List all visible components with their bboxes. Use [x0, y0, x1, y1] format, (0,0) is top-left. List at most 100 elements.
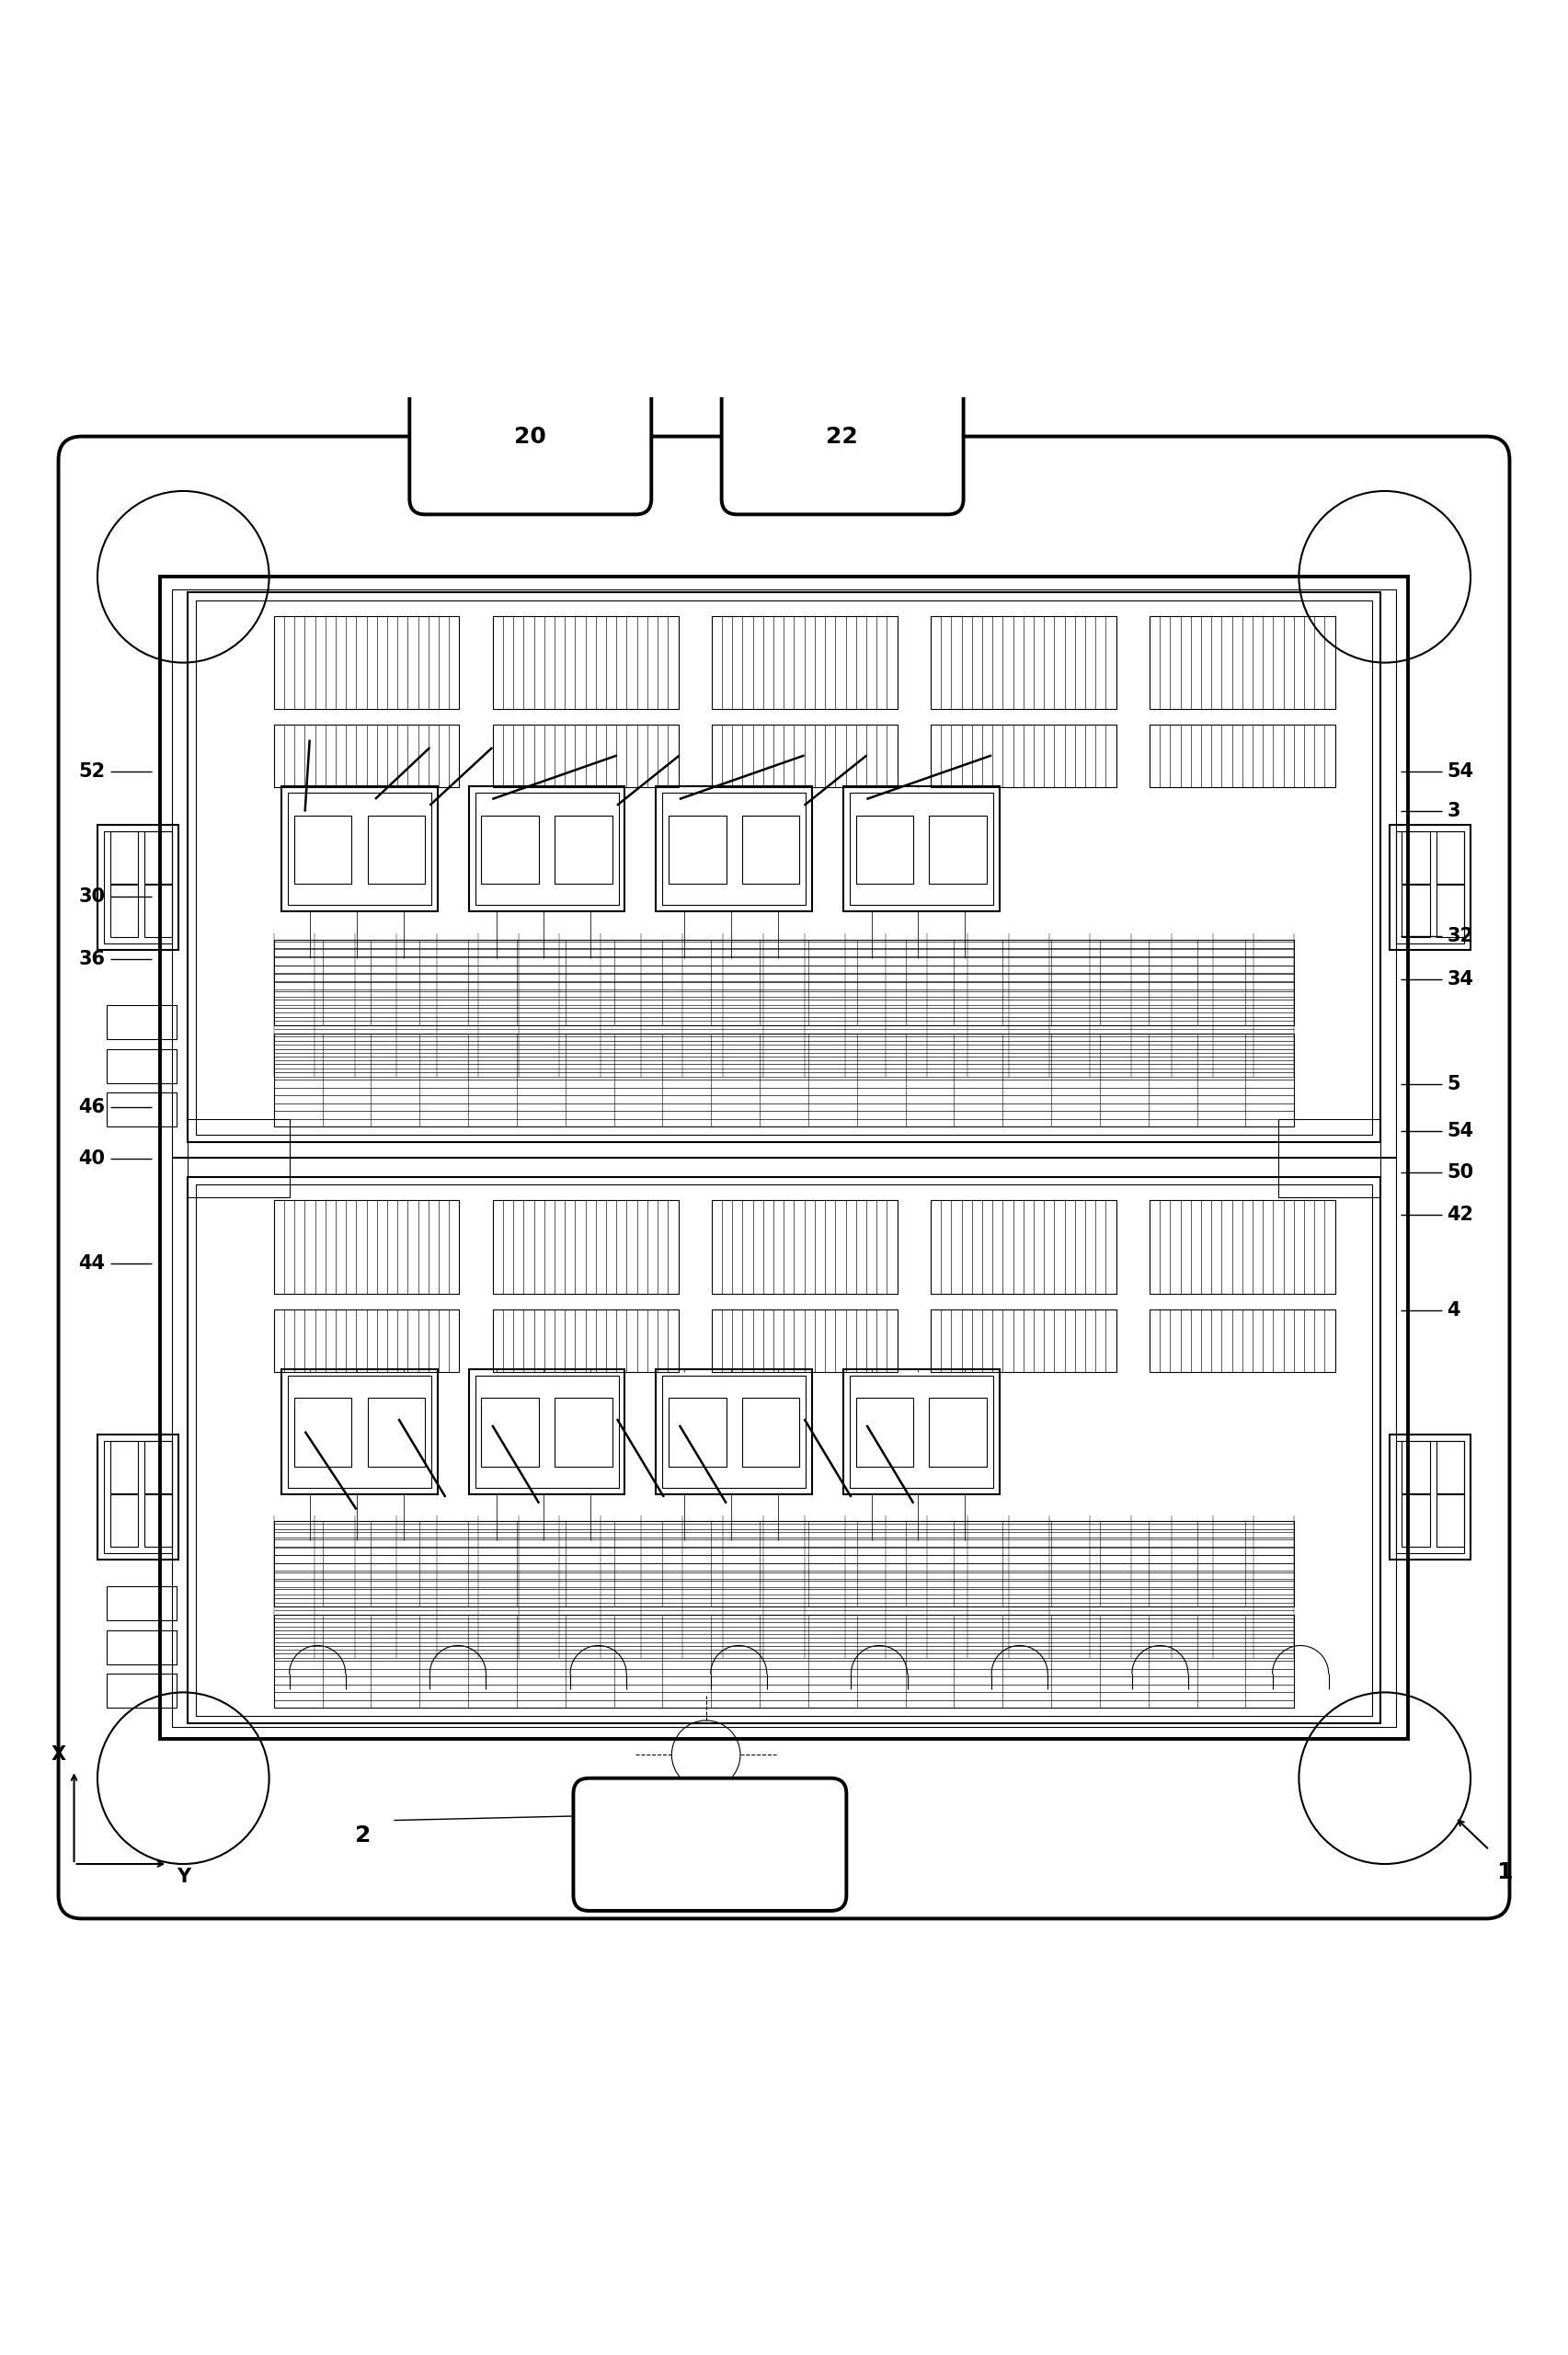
Bar	[856, 815, 914, 883]
Bar	[481, 1399, 539, 1467]
Bar	[844, 1368, 999, 1493]
Bar	[188, 1178, 1380, 1724]
Text: 40: 40	[78, 1149, 105, 1168]
Bar	[712, 1201, 897, 1293]
Bar	[107, 1630, 177, 1665]
Text: Y: Y	[176, 1868, 190, 1886]
Bar	[107, 1093, 177, 1126]
FancyBboxPatch shape	[409, 382, 651, 513]
Bar	[492, 615, 679, 709]
Text: 20: 20	[514, 426, 546, 447]
Text: 44: 44	[78, 1255, 105, 1272]
Text: 46: 46	[78, 1097, 105, 1116]
Bar	[110, 1495, 138, 1547]
Bar	[1402, 1495, 1430, 1547]
Text: 54: 54	[1447, 763, 1474, 782]
Bar	[481, 815, 539, 883]
FancyBboxPatch shape	[721, 382, 963, 513]
Bar	[930, 1201, 1116, 1293]
Bar	[850, 794, 993, 904]
Bar	[282, 787, 437, 911]
Bar	[742, 815, 800, 883]
Bar	[1402, 831, 1430, 883]
Text: 4: 4	[1447, 1300, 1460, 1319]
Bar	[469, 787, 624, 911]
Text: 36: 36	[78, 949, 105, 968]
Bar	[107, 1006, 177, 1039]
Text: 22: 22	[826, 426, 858, 447]
Bar	[492, 1201, 679, 1293]
Bar	[555, 815, 613, 883]
Bar	[655, 1368, 812, 1493]
Bar	[850, 1375, 993, 1488]
Bar	[103, 831, 172, 944]
Bar	[1149, 615, 1334, 709]
Bar	[1402, 885, 1430, 937]
Bar	[144, 885, 172, 937]
Bar	[662, 794, 806, 904]
Text: 50: 50	[1447, 1163, 1474, 1182]
Bar	[367, 1399, 425, 1467]
Bar	[289, 794, 431, 904]
Bar	[196, 1185, 1372, 1717]
Bar	[103, 1441, 172, 1554]
Bar	[107, 1587, 177, 1620]
Bar	[172, 589, 1396, 1726]
Text: 34: 34	[1447, 970, 1474, 989]
FancyBboxPatch shape	[58, 436, 1510, 1919]
Bar	[282, 1368, 437, 1493]
Bar	[930, 1399, 986, 1467]
Bar	[110, 831, 138, 883]
Text: 42: 42	[1447, 1206, 1474, 1225]
Bar	[110, 1441, 138, 1493]
Bar	[295, 815, 351, 883]
Bar	[555, 1399, 613, 1467]
Bar	[274, 1521, 1294, 1606]
Bar	[1396, 831, 1465, 944]
Bar	[475, 794, 619, 904]
Bar	[1389, 1434, 1471, 1559]
Bar	[144, 1441, 172, 1493]
Bar	[144, 831, 172, 883]
Bar	[1389, 824, 1471, 949]
Text: 30: 30	[78, 888, 105, 907]
Bar	[475, 1375, 619, 1488]
Bar	[712, 1309, 897, 1371]
Bar	[367, 815, 425, 883]
FancyBboxPatch shape	[574, 1778, 847, 1910]
Bar	[856, 1399, 914, 1467]
Bar	[1402, 1441, 1430, 1493]
Bar	[160, 577, 1408, 1740]
Bar	[1436, 885, 1465, 937]
Bar	[188, 1119, 290, 1196]
Bar	[107, 1674, 177, 1707]
Bar	[712, 615, 897, 709]
Text: 1: 1	[1497, 1860, 1513, 1882]
Bar	[274, 615, 459, 709]
Text: 52: 52	[78, 763, 105, 782]
Bar	[844, 787, 999, 911]
Bar	[492, 1309, 679, 1371]
Bar	[107, 1048, 177, 1083]
Bar	[188, 593, 1380, 1142]
Bar	[469, 1368, 624, 1493]
Bar	[97, 824, 179, 949]
Bar	[492, 725, 679, 787]
Bar	[1149, 1201, 1334, 1293]
Bar	[662, 1375, 806, 1488]
Bar	[668, 815, 726, 883]
Bar	[110, 885, 138, 937]
Bar	[97, 1434, 179, 1559]
Bar	[274, 725, 459, 787]
Bar	[655, 787, 812, 911]
Bar	[930, 815, 986, 883]
Bar	[274, 1034, 1294, 1126]
Bar	[712, 725, 897, 787]
Bar	[1436, 1441, 1465, 1493]
Bar	[274, 1616, 1294, 1707]
Text: 2: 2	[354, 1825, 370, 1846]
Bar	[1396, 1441, 1465, 1554]
Bar	[144, 1495, 172, 1547]
Bar	[274, 940, 1294, 1024]
Bar	[930, 1309, 1116, 1371]
